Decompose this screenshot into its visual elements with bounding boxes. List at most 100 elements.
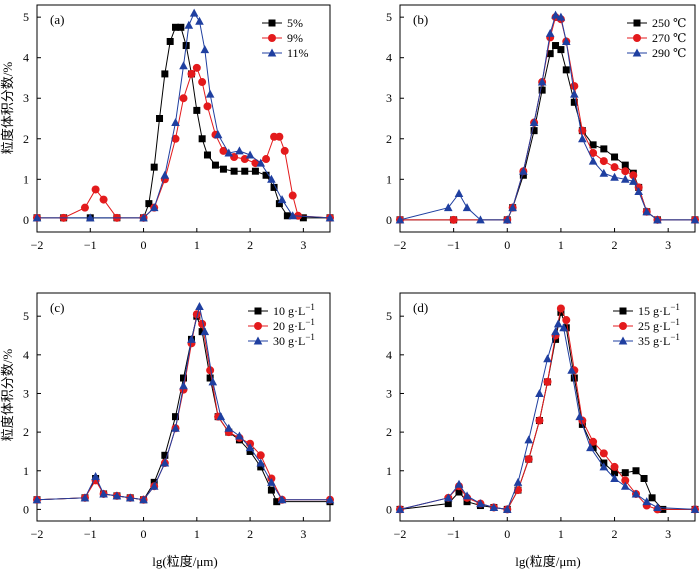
data-point [257,463,265,471]
data-point [179,61,188,70]
y-tick-label: 3 [386,91,392,105]
data-point [462,491,472,500]
panel-label: (d) [413,300,428,315]
panel-label: (a) [50,12,64,27]
legend-label: 25 g·L−1 [638,317,680,333]
data-point [578,134,587,143]
data-point [112,491,122,500]
data-point [502,504,512,513]
legend-entry: 250 ℃ [627,16,686,30]
data-point [545,28,555,37]
data-point [538,86,546,94]
data-point [489,502,499,511]
data-point [224,148,234,157]
legend-entry: 270 ℃ [627,31,686,45]
data-point [171,134,180,143]
data-point [267,174,276,183]
y-tick-label: 3 [386,386,392,400]
data-point [621,476,630,485]
data-point [172,23,180,31]
data-point [621,469,629,477]
data-point [524,435,534,444]
plot-frame [36,292,331,522]
data-point [267,477,276,486]
data-point [203,102,212,111]
data-point [161,70,169,78]
legend-label: 30 g·L−1 [273,332,315,348]
data-point [556,304,565,313]
data-point [476,215,485,224]
data-point [180,374,187,382]
data-point [567,365,576,374]
data-point [32,213,42,222]
data-point [524,455,533,464]
data-point [599,449,608,458]
y-tick-label: 1 [386,172,392,186]
data-point [629,176,638,185]
x-axis-title-right: lg(粒度/μm) [515,554,580,569]
series-250 [396,42,699,224]
data-point [610,172,619,181]
y-tick-label: 5 [23,10,29,24]
data-point [454,188,464,197]
y-tick-label: 2 [386,425,392,439]
plot-frame [36,4,331,233]
data-point [559,323,568,332]
data-point [280,146,289,155]
data-point [270,183,278,191]
data-point [256,158,266,167]
data-point [193,106,201,114]
data-point [230,167,238,175]
data-point [160,458,170,467]
x-tick-label: 3 [300,238,306,252]
y-tick-label: 0 [386,213,392,227]
data-point [235,146,244,155]
legend-entry: 25 g·L−1 [613,317,680,333]
x-tick-label: −1 [84,527,97,541]
x-tick-label: −2 [394,238,407,252]
data-point [562,316,571,325]
data-point [588,156,598,165]
data-point [530,127,538,135]
data-point [171,423,180,432]
y-tick-label: 1 [23,172,29,186]
x-tick-label: 0 [504,238,510,252]
data-point [557,46,565,54]
data-point [99,489,108,498]
y-tick-label: 5 [386,10,392,24]
data-point [91,185,100,194]
y-tick-label: 0 [386,502,392,516]
data-point [283,212,291,220]
plot-frame [399,292,696,522]
x-tick-label: −1 [84,238,97,252]
data-point [648,494,656,502]
y-tick-label: 1 [23,464,29,478]
x-axis-title-left: lg(粒度/μm) [152,554,217,569]
data-point [610,462,619,471]
legend-entry: 290 ℃ [627,46,686,60]
data-point [631,489,641,498]
data-point [653,502,662,511]
legend-marker [254,322,262,330]
series-5 [33,23,334,222]
data-point [546,50,554,58]
legend-entry: 5% [262,16,303,30]
series-line [399,323,696,510]
data-point [241,167,249,175]
data-point [187,69,196,78]
data-point [179,381,188,390]
data-point [586,443,595,452]
panel-d: −2 −1 0 1 2 3 0 1 2 3 4 5 (d) 15 g·L−125 g·L−135 g·L−… [386,292,700,541]
panel-label: (c) [50,300,64,315]
legend-entry: 30 g·L−1 [248,332,315,348]
legend-label: 5% [287,16,303,30]
series-line [400,44,695,221]
data-point [195,302,204,311]
data-point [198,319,207,328]
data-point [610,473,619,482]
data-point [299,214,307,222]
data-point [599,168,609,177]
data-point [325,495,335,504]
data-point [690,504,700,513]
